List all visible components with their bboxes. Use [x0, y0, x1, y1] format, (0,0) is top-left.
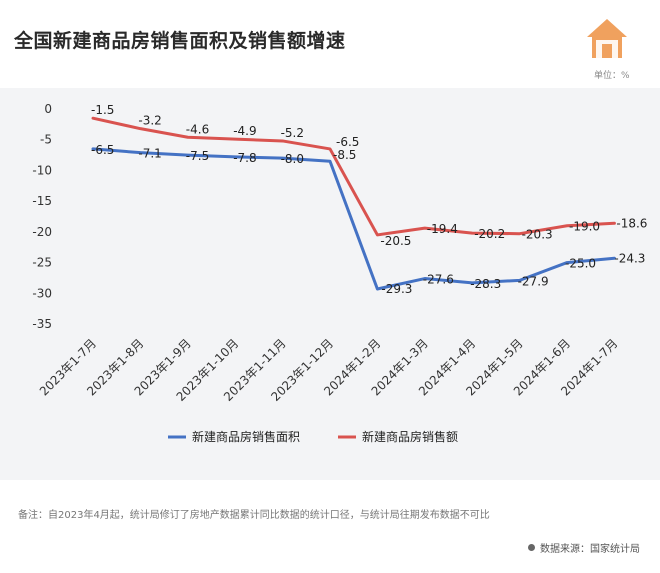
sales-data-label: -19.4 [427, 222, 458, 236]
area-data-label: -27.9 [518, 274, 549, 288]
y-tick-label: -15 [32, 194, 52, 208]
legend-area-label: 新建商品房销售面积 [192, 429, 300, 444]
area-data-label: -8.0 [281, 152, 304, 166]
sales-data-label: -20.5 [380, 234, 411, 248]
sales-series-line [91, 116, 616, 237]
area-data-label: -7.8 [233, 151, 256, 165]
line-chart: 0-5-10-15-20-25-30-352023年1-7月2023年1-8月2… [32, 102, 647, 444]
sales-data-label: -1.5 [91, 103, 114, 117]
footnote-text: 自2023年4月起，统计局修订了房地产数据累计同比数据的统计口径，与统计局往期发… [48, 510, 490, 521]
source-text: 数据来源：国家统计局 [540, 544, 640, 555]
sales-data-label: -3.2 [138, 114, 161, 128]
sales-data-label: -4.6 [186, 122, 209, 136]
area-data-label: -8.5 [333, 148, 356, 162]
area-data-label: -6.5 [91, 143, 114, 157]
y-tick-label: -5 [40, 133, 52, 147]
bullet-dot-icon [528, 544, 535, 551]
sales-data-label: -6.5 [336, 135, 359, 149]
sales-data-label: -5.2 [281, 126, 304, 140]
area-data-label: -7.1 [138, 147, 161, 161]
area-data-label: -27.6 [423, 273, 454, 287]
y-tick-label: -10 [32, 163, 52, 177]
area-data-label: -7.5 [186, 149, 209, 163]
area-data-label: -25.0 [565, 257, 596, 271]
unit-label: 单位：% [594, 71, 630, 81]
sales-data-label: -18.6 [616, 216, 647, 230]
footnote-label: 备注： [18, 510, 48, 521]
area-data-label: -29.3 [381, 282, 412, 296]
area-data-label: -24.3 [614, 251, 645, 265]
area-series-line [91, 147, 616, 291]
sales-data-label: -4.9 [233, 124, 256, 138]
y-tick-label: -20 [32, 225, 52, 239]
chart-title: 全国新建商品房销售面积及销售额增速 [14, 30, 346, 52]
area-data-label: -28.3 [470, 277, 501, 291]
chart-panel: 0 -5 -10 -15 -20 -25 -30 -35 2023年1-7月 2023年1-8月 2… [0, 88, 660, 480]
legend-sales-label: 新建商品房销售额 [362, 429, 458, 444]
y-tick-label: -30 [32, 286, 52, 300]
footnote: 备注：自2023年4月起，统计局修订了房地产数据累计同比数据的统计口径，与统计局… [18, 505, 548, 527]
sales-data-label: -20.2 [474, 227, 505, 241]
data-source: 数据来源：国家统计局 [528, 540, 640, 555]
y-tick-label: -25 [32, 256, 52, 270]
y-tick-label: 0 [44, 102, 52, 116]
y-tick-label: -35 [32, 317, 52, 331]
house-icon [587, 19, 627, 58]
sales-data-label: -20.3 [522, 228, 553, 242]
sales-data-label: -19.0 [569, 220, 600, 234]
